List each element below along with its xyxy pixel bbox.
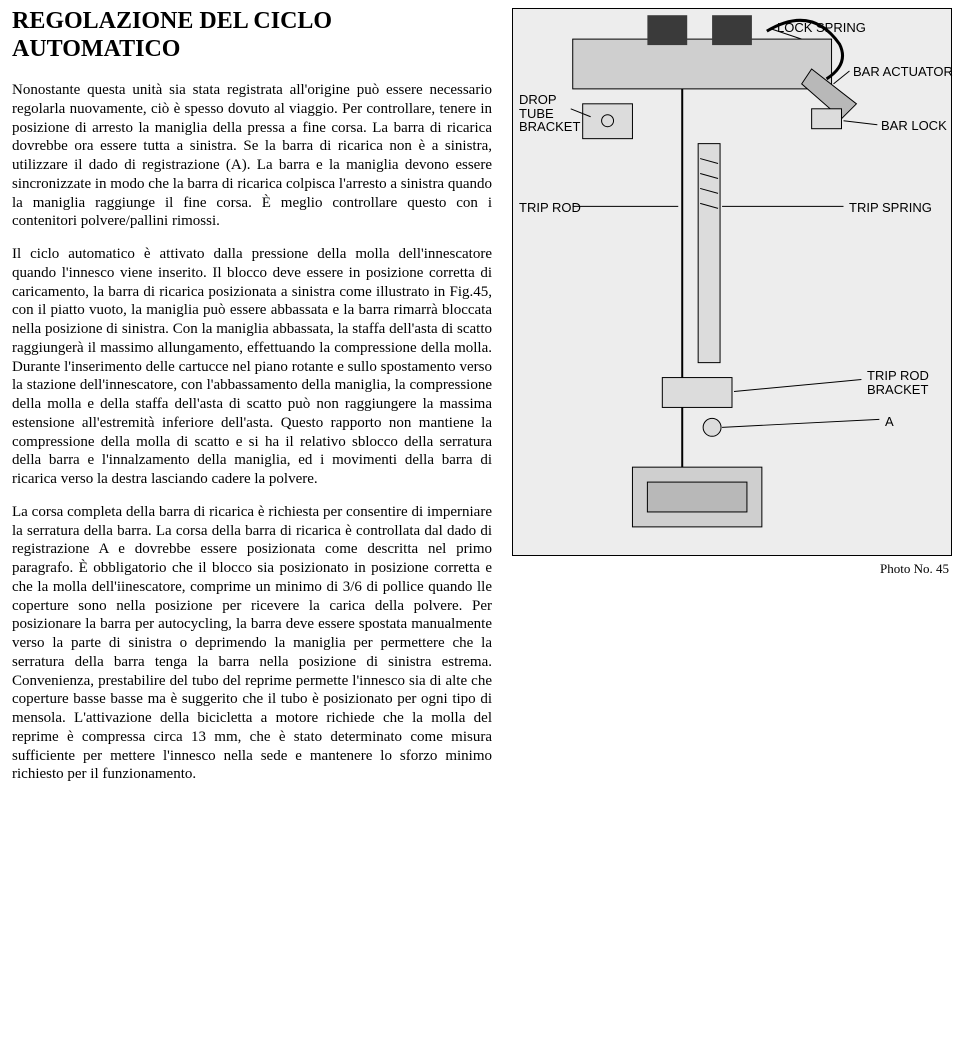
label-lock-spring: LOCK SPRING [777,21,866,35]
diagram-svg [513,9,951,555]
label-trip-rod: TRIP ROD [519,201,581,215]
label-bar-lock: BAR LOCK [881,119,947,133]
page-title: REGOLAZIONE DEL CICLO AUTOMATICO [12,8,492,63]
paragraph-3: La corsa completa della barra di ricaric… [12,503,492,784]
photo-caption: Photo No. 45 [880,561,949,577]
label-bar-actuator: BAR ACTUATOR [853,65,953,79]
paragraph-1: Nonostante questa unità sia stata regist… [12,81,492,231]
page-layout: REGOLAZIONE DEL CICLO AUTOMATICO Nonosta… [12,8,948,798]
label-a: A [885,415,894,429]
label-drop-tube-bracket: DROP TUBE BRACKET [519,93,580,134]
label-trip-rod-bracket: TRIP ROD BRACKET [867,369,929,396]
paragraph-2: Il ciclo automatico è attivato dalla pre… [12,245,492,489]
text-column: REGOLAZIONE DEL CICLO AUTOMATICO Nonosta… [12,8,492,798]
label-line: BRACKET [867,382,928,397]
label-line: BRACKET [519,119,580,134]
figure-column: LOCK SPRING BAR ACTUATOR DROP TUBE BRACK… [512,8,952,798]
label-trip-spring: TRIP SPRING [849,201,932,215]
figure-box: LOCK SPRING BAR ACTUATOR DROP TUBE BRACK… [512,8,952,556]
